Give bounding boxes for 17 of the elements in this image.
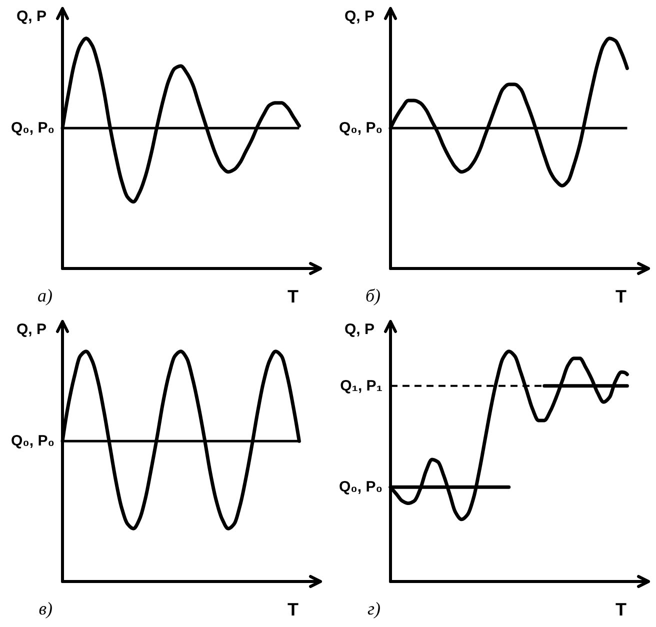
y-axis-title: Q, P bbox=[16, 320, 47, 338]
y-axis-title: Q, P bbox=[344, 320, 375, 338]
y-axis-title: Q, P bbox=[16, 8, 47, 25]
ref-line-label: Q₀, P₀ bbox=[10, 120, 55, 137]
text: б) bbox=[365, 286, 381, 306]
x-axis-title: T bbox=[288, 600, 299, 620]
text: в) bbox=[38, 598, 53, 618]
ref-line-label: Q₀, P₀ bbox=[10, 432, 55, 450]
series-label: Q₁, P₁ bbox=[340, 377, 383, 394]
series-label: Q₀, P₀ bbox=[338, 478, 383, 496]
ref-line-label: Q₀, P₀ bbox=[338, 120, 383, 137]
x-axis-title: T bbox=[616, 600, 627, 620]
x-axis-title: T bbox=[616, 286, 627, 306]
text: а) bbox=[38, 286, 53, 306]
x-axis-title: T bbox=[288, 286, 299, 306]
text: г) bbox=[367, 598, 381, 618]
y-axis-title: Q, P bbox=[344, 8, 375, 25]
